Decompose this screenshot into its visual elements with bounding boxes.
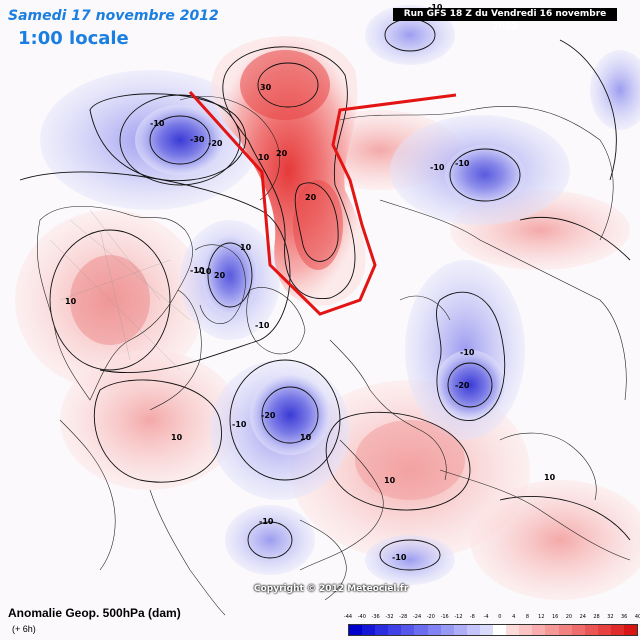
color-scale-tick: 4 bbox=[512, 614, 516, 620]
color-scale-bar bbox=[348, 624, 638, 636]
contour-label: 20 bbox=[305, 193, 317, 202]
forecast-date: Samedi 17 novembre 2012 bbox=[8, 8, 219, 24]
color-scale-tick: -28 bbox=[399, 614, 408, 620]
contour-label: -20 bbox=[261, 411, 276, 420]
color-scale-swatch bbox=[584, 625, 598, 635]
color-scale-swatch bbox=[558, 625, 572, 635]
contour-label: -10 bbox=[430, 163, 445, 172]
color-scale-tick: 8 bbox=[525, 614, 530, 620]
contour-label: 10 bbox=[258, 153, 270, 162]
color-scale-tick: 0 bbox=[498, 614, 502, 620]
color-scale-tick: -24 bbox=[412, 614, 422, 620]
color-scale-tick: -44 bbox=[343, 614, 353, 620]
color-scale-tick: 28 bbox=[593, 614, 600, 620]
color-scale-tick: 12 bbox=[538, 614, 545, 620]
contour-label: -10 bbox=[455, 159, 470, 168]
color-scale-swatch bbox=[466, 625, 480, 635]
contour-label: 10 bbox=[171, 433, 183, 442]
color-scale-swatch bbox=[401, 625, 415, 635]
color-scale-tick: -16 bbox=[440, 614, 449, 620]
color-scale-swatch bbox=[440, 625, 454, 635]
coastlines bbox=[36, 95, 631, 616]
contour-labels: -30 -20 -10 30 20 10 -10 -10 -10 10 20 -… bbox=[65, 3, 556, 562]
contour-label: -10 bbox=[259, 517, 274, 526]
color-scale-swatch bbox=[623, 625, 638, 635]
color-scale-tick: 40 bbox=[634, 614, 640, 620]
color-scale-labels: -44 -40 -36 -32 -28 -24 -20 -16 -12 -8 -4 0 4 8 12 16 20… bbox=[344, 614, 640, 622]
contour-label: -20 bbox=[455, 381, 470, 390]
contour-label: -10 bbox=[460, 348, 475, 357]
color-scale-swatch bbox=[545, 625, 559, 635]
map-title: Anomalie Geop. 500hPa (dam) bbox=[8, 606, 181, 620]
contour-label: 10 bbox=[384, 476, 396, 485]
contour-label: 20 bbox=[214, 271, 226, 280]
contour-label: 30 bbox=[260, 83, 272, 92]
color-scale-tick: 16 bbox=[551, 614, 559, 620]
contour-label: -10 bbox=[150, 119, 165, 128]
color-scale-tick: 36 bbox=[621, 614, 628, 620]
contour-label: 10 bbox=[544, 473, 556, 482]
color-scale-swatch bbox=[349, 625, 363, 635]
forecast-lead: (+ 6h) bbox=[12, 624, 36, 634]
contour-lines bbox=[19, 18, 631, 571]
color-scale-swatch bbox=[388, 625, 402, 635]
color-scale-swatch bbox=[479, 625, 494, 635]
color-scale-tick: -32 bbox=[385, 614, 394, 620]
color-scale-swatch bbox=[427, 625, 441, 635]
color-scale-swatch bbox=[532, 625, 546, 635]
contour-label: -10 bbox=[255, 321, 270, 330]
contour-label: -10 bbox=[428, 3, 443, 12]
graticule bbox=[49, 209, 191, 371]
contour-label: 10 bbox=[240, 243, 252, 252]
color-scale-tick: -36 bbox=[371, 614, 380, 620]
color-scale-tick: -20 bbox=[426, 614, 435, 620]
contour-label: -10 bbox=[392, 553, 407, 562]
contour-label: -10 bbox=[232, 420, 247, 429]
forecast-local-time: 1:00 locale bbox=[18, 28, 129, 49]
color-scale-swatch bbox=[597, 625, 611, 635]
color-scale-swatch bbox=[506, 625, 520, 635]
color-scale-swatch bbox=[362, 625, 376, 635]
color-scale-swatch bbox=[375, 625, 389, 635]
color-scale-tick: -40 bbox=[357, 614, 366, 620]
color-scale-tick: 20 bbox=[565, 614, 573, 620]
color-scale-tick: -4 bbox=[483, 614, 489, 620]
contour-label: -10 bbox=[190, 266, 205, 275]
contour-label: -10 bbox=[197, 267, 212, 276]
contour-label: 20 bbox=[276, 149, 288, 158]
color-scale-tick: 32 bbox=[607, 614, 614, 620]
model-run-label: Run GFS 18 Z du Vendredi 16 novembre 201… bbox=[393, 8, 617, 32]
contour-label: -20 bbox=[208, 139, 223, 148]
color-scale-tick: -12 bbox=[454, 614, 463, 620]
color-scale-swatch bbox=[610, 625, 624, 635]
color-scale-swatch bbox=[519, 625, 533, 635]
color-scale-swatch bbox=[571, 625, 585, 635]
contour-label: -30 bbox=[190, 135, 205, 144]
color-scale-swatch bbox=[493, 625, 507, 635]
color-scale-swatch bbox=[414, 625, 428, 635]
ridge-axis-line bbox=[188, 90, 457, 316]
contour-label: 10 bbox=[300, 433, 312, 442]
copyright-notice: Copyright © 2012 Meteociel.fr bbox=[254, 584, 409, 594]
contour-label: 10 bbox=[65, 297, 77, 306]
color-scale-tick: 24 bbox=[579, 614, 586, 620]
color-scale-tick: -8 bbox=[469, 614, 475, 620]
color-scale-swatch bbox=[453, 625, 467, 635]
